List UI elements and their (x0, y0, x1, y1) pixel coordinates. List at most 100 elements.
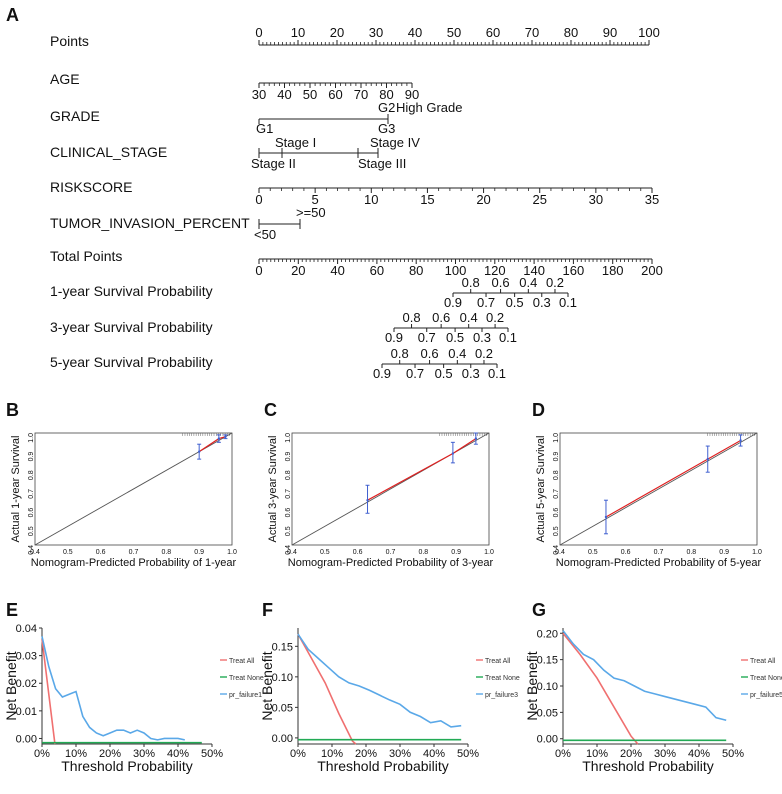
y-tick-label: 0.8 (28, 470, 35, 480)
surv5-label: 0.7 (406, 366, 424, 381)
grade-g3: G3 (378, 121, 395, 136)
row-label-points: Points (50, 33, 89, 49)
legend-label: Treat All (229, 658, 255, 665)
y-tick-label: 0.04 (16, 623, 37, 635)
y-tick-label: 0.05 (272, 702, 293, 714)
row-label-clinical-stage: CLINICAL_STAGE (50, 144, 167, 160)
series-line (41, 636, 185, 741)
y-tick-label: 0.05 (537, 707, 558, 719)
surv5-label: 0.4 (448, 346, 466, 361)
scale-tick-label: 60 (328, 87, 342, 102)
x-tick-label: 30% (389, 748, 411, 760)
y-tick-label: 0.01 (16, 706, 37, 718)
scale-tick-label: 60 (370, 263, 384, 278)
surv1-label: 0.7 (477, 295, 495, 310)
calibration-point (706, 457, 709, 461)
x-tick-label: 20% (355, 748, 377, 760)
calibration-point (474, 437, 478, 440)
y-axis-label: Net Benefit (259, 651, 275, 720)
scale-tick-label: 180 (602, 263, 624, 278)
surv5-label: 0.9 (373, 366, 391, 381)
ideal-line (559, 432, 758, 546)
scale-tick-label: 80 (379, 87, 393, 102)
y-tick-label: 0.4 (553, 545, 560, 555)
scale-tick-label: 90 (603, 25, 617, 40)
series-line (297, 633, 462, 728)
y-tick-label: 0.15 (272, 641, 293, 653)
x-axis-label: Nomogram-Predicted Probability of 5-year (556, 557, 762, 569)
surv1-label: 0.4 (519, 275, 537, 290)
x-tick-label: 50% (457, 748, 479, 760)
surv1-label: 0.5 (506, 295, 524, 310)
row-label-grade: GRADE (50, 108, 100, 124)
y-tick-label: 1.0 (28, 433, 35, 443)
surv5-label: 0.6 (421, 346, 439, 361)
panel-label-g: G (532, 600, 546, 620)
scale-tick-label: 0 (255, 192, 262, 207)
y-axis-label: Net Benefit (524, 651, 540, 720)
scale-tick-label: 60 (486, 25, 500, 40)
scale-tick-label: 70 (525, 25, 539, 40)
series-line (297, 633, 357, 745)
x-tick-label: 0.6 (353, 549, 363, 556)
scale-tick-label: 100 (445, 263, 467, 278)
scale-tick-label: 50 (303, 87, 317, 102)
calibration-point (451, 452, 455, 455)
series-line (562, 630, 727, 722)
scale-tick-label: 40 (330, 263, 344, 278)
y-tick-label: 0.15 (537, 655, 558, 667)
legend-label: pr_failure1 (229, 692, 262, 699)
row-label-surv3: 3-year Survival Probability (50, 319, 213, 335)
scale-tick-label: 40 (277, 87, 291, 102)
y-tick-label: 0.6 (28, 508, 35, 518)
surv3-label: 0.8 (403, 310, 421, 325)
scale-tick-label: 40 (408, 25, 422, 40)
surv5-label: 0.1 (488, 366, 506, 381)
x-tick-label: 0.6 (621, 549, 631, 556)
surv1-label: 0.1 (559, 295, 577, 310)
y-tick-label: 0.6 (285, 508, 292, 518)
scale-tick-label: 25 (532, 192, 546, 207)
x-tick-label: 1.0 (484, 549, 494, 556)
scale-tick-label: 20 (330, 25, 344, 40)
scale-tick-label: 0 (255, 25, 262, 40)
row-label-age: AGE (50, 71, 80, 87)
y-tick-label: 0.10 (272, 672, 293, 684)
panel-label-b: B (6, 400, 19, 420)
scale-tick-label: 100 (638, 25, 660, 40)
x-tick-label: 40% (423, 748, 445, 760)
panel-label-f: F (262, 600, 273, 620)
calibration-point (366, 499, 369, 502)
x-tick-label: 0.8 (161, 549, 171, 556)
surv3-label: 0.3 (473, 330, 491, 345)
scale-tick-label: 30 (252, 87, 266, 102)
y-tick-label: 0.5 (28, 526, 35, 536)
x-tick-label: 0.9 (451, 549, 461, 556)
surv3-label: 0.7 (418, 330, 436, 345)
plot-frame (34, 432, 233, 546)
x-tick-label: 10% (321, 748, 343, 760)
stage-1: Stage I (275, 135, 316, 150)
panel-label-c: C (264, 400, 277, 420)
surv1-label: 0.2 (546, 275, 564, 290)
y-tick-label: 0.8 (553, 470, 560, 480)
scale-tick-label: 20 (476, 192, 490, 207)
stage-2: Stage II (251, 156, 296, 171)
x-tick-label: 0.6 (96, 549, 106, 556)
x-tick-label: 0.4 (287, 549, 297, 556)
y-tick-label: 1.0 (553, 433, 560, 443)
x-tick-label: 30% (133, 748, 155, 760)
y-tick-label: 0.03 (16, 651, 37, 663)
y-tick-label: 0.10 (537, 681, 558, 693)
charts: 0.4 0.5 0.6 0.7 0.8 0.9 1.0 0.4 0.5 0.6 0.7 0.8 0.9 1… (3, 432, 782, 774)
panel-label-a: A (6, 5, 19, 25)
chart-e: 0% 10% 20% 30% 40% 50% 0.00 0.01 0.02 0.03 0.04 Thr… (3, 623, 264, 774)
legend-label: pr_failure3 (485, 692, 518, 699)
x-tick-label: 10% (586, 748, 608, 760)
x-tick-label: 0.9 (719, 549, 729, 556)
surv5-label: 0.8 (391, 346, 409, 361)
panel-label-e: E (6, 600, 18, 620)
stage-3: Stage III (358, 156, 406, 171)
